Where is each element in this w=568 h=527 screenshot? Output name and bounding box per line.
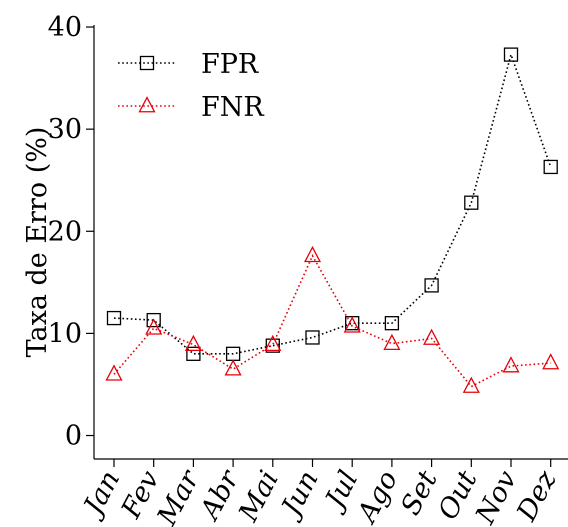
- legend: FPR FNR: [118, 49, 264, 123]
- data-point-fnr: [264, 334, 282, 352]
- y-tick-label: 30: [48, 114, 82, 145]
- y-tick-label: 20: [48, 216, 82, 247]
- data-point-fpr: [106, 310, 122, 326]
- data-point-fnr: [303, 245, 322, 263]
- series-fpr: [106, 47, 558, 361]
- data-point-fpr: [543, 159, 558, 175]
- data-point-fpr: [146, 312, 161, 328]
- axes: [93, 25, 568, 460]
- data-point-fnr: [462, 376, 480, 393]
- data-point-fpr: [186, 346, 201, 361]
- y-tick-label: 40: [48, 12, 82, 43]
- x-tick-label: Mar: [151, 464, 206, 527]
- data-point-fnr: [343, 316, 361, 333]
- y-ticks: 0 10 20 30 40: [48, 12, 94, 452]
- data-point-fpr: [265, 338, 280, 353]
- y-tick-label: 0: [65, 421, 82, 452]
- series-fnr: [105, 245, 560, 393]
- series-line-fnr: [113, 254, 551, 388]
- legend-marker-fnr: [138, 96, 156, 113]
- data-point-fpr: [464, 195, 479, 210]
- x-tick-label: Nov: [469, 466, 523, 527]
- data-point-fpr: [305, 330, 320, 345]
- data-point-fpr: [424, 278, 439, 293]
- series-line-fpr: [113, 51, 552, 355]
- legend-marker-fpr: [139, 55, 155, 71]
- data-point-fnr: [423, 328, 441, 345]
- data-point-fnr: [105, 364, 123, 381]
- x-tick-label: Abr: [193, 464, 246, 527]
- x-tick-label: Dez: [511, 465, 564, 527]
- data-point-fnr: [502, 356, 520, 373]
- data-point-fnr: [383, 333, 401, 350]
- x-tick-label: Jun: [274, 466, 325, 525]
- data-point-fpr: [384, 316, 400, 331]
- data-point-fnr: [145, 318, 163, 335]
- x-tick-label: Mai: [233, 466, 285, 527]
- legend-item-fnr: FNR: [118, 92, 264, 123]
- y-tick-label: 10: [48, 318, 82, 349]
- y-axis-title: Taxa de Erro (%): [22, 127, 53, 358]
- legend-label-fpr: FPR: [201, 49, 259, 80]
- legend-label-fnr: FNR: [201, 92, 264, 123]
- data-point-fnr: [542, 353, 560, 370]
- data-point-fnr: [224, 359, 242, 376]
- data-point-fpr: [503, 47, 519, 62]
- series-layer: [105, 47, 560, 393]
- x-tick-label: Ago: [350, 466, 404, 527]
- x-tick-label: Jan: [76, 466, 127, 524]
- data-point-fnr: [184, 334, 202, 352]
- legend-item-fpr: FPR: [118, 49, 259, 80]
